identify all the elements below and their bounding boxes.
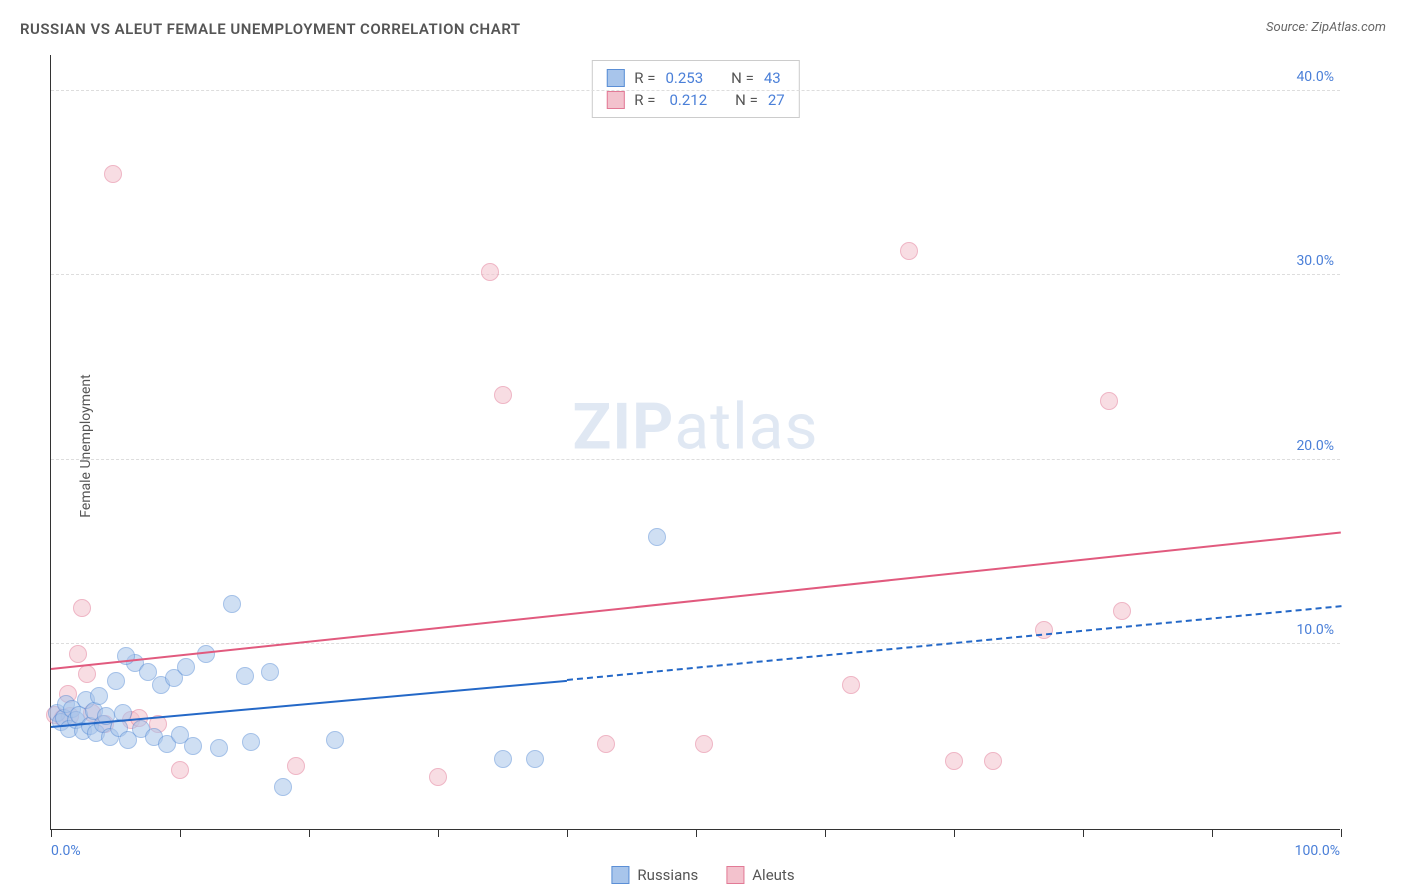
x-tick [825, 829, 826, 837]
scatter-point-aleuts [597, 735, 615, 753]
legend-item-aleuts: Aleuts [726, 866, 794, 884]
gridline [51, 90, 1340, 91]
n-label: N = [735, 91, 758, 109]
scatter-point-aleuts [481, 263, 499, 281]
scatter-point-russians [223, 595, 241, 613]
x-tick [309, 829, 310, 837]
r-value-russians: 0.253 [665, 69, 703, 87]
n-value-russians: 43 [764, 69, 781, 87]
swatch-russians [606, 69, 624, 87]
chart-title: RUSSIAN VS ALEUT FEMALE UNEMPLOYMENT COR… [20, 20, 521, 38]
scatter-point-russians [184, 737, 202, 755]
scatter-point-aleuts [494, 386, 512, 404]
scatter-point-russians [274, 778, 292, 796]
stats-row-russians: R = 0.253 N = 43 [606, 67, 784, 89]
watermark: ZIPatlas [573, 389, 819, 464]
trend-line-russians-solid [51, 679, 567, 727]
legend-label-aleuts: Aleuts [752, 866, 794, 884]
y-tick-label: 10.0% [1296, 622, 1334, 638]
scatter-point-russians [242, 733, 260, 751]
x-tick [567, 829, 568, 837]
gridline [51, 459, 1340, 460]
trend-line-aleuts [51, 532, 1341, 671]
r-value-aleuts: 0.212 [669, 91, 707, 109]
swatch-aleuts [606, 91, 624, 109]
x-tick [180, 829, 181, 837]
scatter-point-russians [261, 663, 279, 681]
scatter-point-aleuts [287, 757, 305, 775]
scatter-point-aleuts [78, 665, 96, 683]
x-tick [438, 829, 439, 837]
y-tick-label: 20.0% [1296, 438, 1334, 454]
y-tick-label: 30.0% [1296, 253, 1334, 269]
scatter-point-russians [648, 528, 666, 546]
y-tick-label: 40.0% [1296, 69, 1334, 85]
scatter-point-aleuts [73, 599, 91, 617]
gridline [51, 274, 1340, 275]
scatter-point-aleuts [171, 761, 189, 779]
scatter-point-russians [90, 687, 108, 705]
legend-bottom: Russians Aleuts [611, 866, 794, 884]
x-tick-label: 100.0% [1295, 843, 1340, 859]
scatter-point-aleuts [429, 768, 447, 786]
scatter-point-aleuts [900, 242, 918, 260]
r-label: R = [634, 91, 655, 109]
gridline [51, 643, 1340, 644]
scatter-point-aleuts [1100, 392, 1118, 410]
scatter-plot-area: ZIPatlas R = 0.253 N = 43 R = 0.212 N = … [50, 55, 1340, 830]
x-tick [51, 829, 52, 837]
scatter-point-aleuts [1113, 602, 1131, 620]
scatter-point-aleuts [695, 735, 713, 753]
scatter-point-aleuts [69, 645, 87, 663]
scatter-point-russians [236, 667, 254, 685]
scatter-point-aleuts [104, 165, 122, 183]
n-value-aleuts: 27 [768, 91, 785, 109]
x-tick [954, 829, 955, 837]
scatter-point-aleuts [984, 752, 1002, 770]
r-label: R = [634, 69, 655, 87]
x-tick [1083, 829, 1084, 837]
scatter-point-aleuts [842, 676, 860, 694]
legend-item-russians: Russians [611, 866, 698, 884]
n-label: N = [731, 69, 754, 87]
x-tick-label: 0.0% [51, 843, 81, 859]
x-tick [1341, 829, 1342, 837]
scatter-point-russians [107, 672, 125, 690]
scatter-point-russians [494, 750, 512, 768]
x-tick [1212, 829, 1213, 837]
scatter-point-russians [177, 658, 195, 676]
stats-row-aleuts: R = 0.212 N = 27 [606, 89, 784, 111]
scatter-point-russians [326, 731, 344, 749]
scatter-point-russians [526, 750, 544, 768]
swatch-russians [611, 866, 629, 884]
scatter-point-aleuts [945, 752, 963, 770]
scatter-point-russians [210, 739, 228, 757]
source-attribution: Source: ZipAtlas.com [1266, 20, 1386, 35]
swatch-aleuts [726, 866, 744, 884]
x-tick [696, 829, 697, 837]
legend-label-russians: Russians [637, 866, 698, 884]
